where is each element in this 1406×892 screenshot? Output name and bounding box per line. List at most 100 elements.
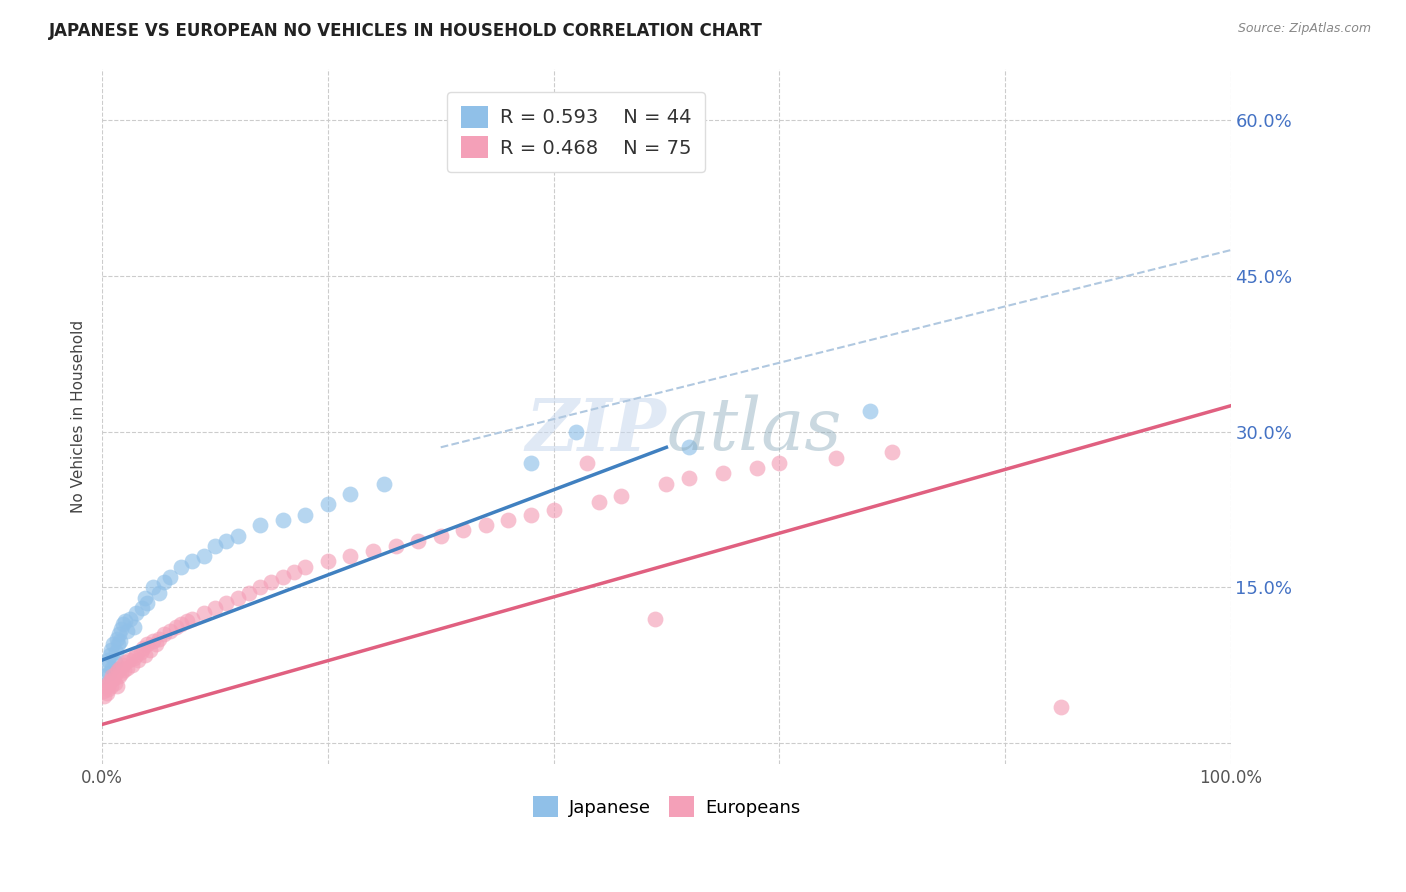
Point [98, 665, 121, 680]
Point [159, 624, 181, 638]
Point [768, 456, 790, 470]
Point [249, 581, 271, 595]
Point [136, 638, 159, 652]
Point [655, 476, 678, 491]
Point [249, 518, 271, 533]
Point [100, 642, 122, 657]
Point [100, 679, 122, 693]
Point [110, 634, 132, 648]
Point [115, 661, 138, 675]
Point [104, 676, 127, 690]
Point [101, 661, 124, 675]
Point [339, 487, 361, 501]
Point [98, 648, 121, 662]
Point [181, 611, 204, 625]
Point [520, 508, 543, 522]
Point [96, 686, 118, 700]
Point [122, 620, 145, 634]
Point [429, 528, 451, 542]
Point [181, 554, 204, 568]
Point [134, 648, 156, 662]
Point [215, 533, 238, 548]
Point [294, 559, 316, 574]
Point [110, 622, 132, 636]
Point [132, 640, 155, 655]
Point [711, 467, 734, 481]
Point [104, 665, 127, 680]
Point [644, 611, 666, 625]
Point [110, 665, 132, 680]
Point [824, 450, 846, 465]
Point [543, 502, 565, 516]
Point [125, 648, 148, 662]
Point [498, 513, 520, 527]
Point [103, 638, 125, 652]
Point [453, 524, 475, 538]
Point [1050, 699, 1073, 714]
Point [108, 627, 131, 641]
Point [576, 456, 599, 470]
Point [103, 672, 125, 686]
Y-axis label: No Vehicles in Household: No Vehicles in Household [72, 319, 86, 513]
Point [215, 596, 238, 610]
Point [271, 513, 294, 527]
Point [283, 565, 305, 579]
Point [361, 544, 384, 558]
Point [316, 497, 339, 511]
Point [294, 508, 316, 522]
Text: ZIP: ZIP [526, 394, 666, 466]
Point [880, 445, 903, 459]
Point [271, 570, 294, 584]
Point [94, 679, 117, 693]
Point [238, 585, 260, 599]
Point [114, 614, 136, 628]
Point [406, 533, 429, 548]
Point [121, 658, 143, 673]
Point [138, 642, 160, 657]
Point [136, 596, 159, 610]
Point [193, 607, 215, 621]
Point [145, 638, 167, 652]
Point [127, 653, 149, 667]
Point [858, 404, 880, 418]
Point [153, 627, 176, 641]
Point [105, 632, 128, 647]
Point [131, 601, 153, 615]
Point [93, 690, 115, 704]
Point [565, 425, 588, 439]
Point [134, 591, 156, 605]
Point [193, 549, 215, 564]
Point [170, 616, 193, 631]
Point [111, 658, 134, 673]
Point [226, 591, 249, 605]
Point [120, 611, 142, 625]
Point [98, 676, 121, 690]
Point [91, 684, 114, 698]
Point [129, 645, 152, 659]
Point [148, 585, 170, 599]
Point [204, 601, 226, 615]
Point [475, 518, 498, 533]
Point [176, 614, 198, 628]
Point [97, 682, 120, 697]
Point [107, 664, 129, 678]
Point [93, 668, 115, 682]
Point [520, 456, 543, 470]
Point [142, 581, 165, 595]
Point [260, 575, 283, 590]
Point [339, 549, 361, 564]
Text: JAPANESE VS EUROPEAN NO VEHICLES IN HOUSEHOLD CORRELATION CHART: JAPANESE VS EUROPEAN NO VEHICLES IN HOUS… [49, 22, 763, 40]
Point [678, 440, 700, 454]
Point [111, 616, 134, 631]
Point [226, 528, 249, 542]
Text: atlas: atlas [666, 395, 842, 466]
Point [165, 620, 187, 634]
Point [170, 559, 193, 574]
Point [108, 668, 131, 682]
Point [148, 632, 170, 647]
Point [316, 554, 339, 568]
Point [373, 476, 395, 491]
Point [122, 651, 145, 665]
Point [125, 607, 148, 621]
Point [98, 673, 121, 688]
